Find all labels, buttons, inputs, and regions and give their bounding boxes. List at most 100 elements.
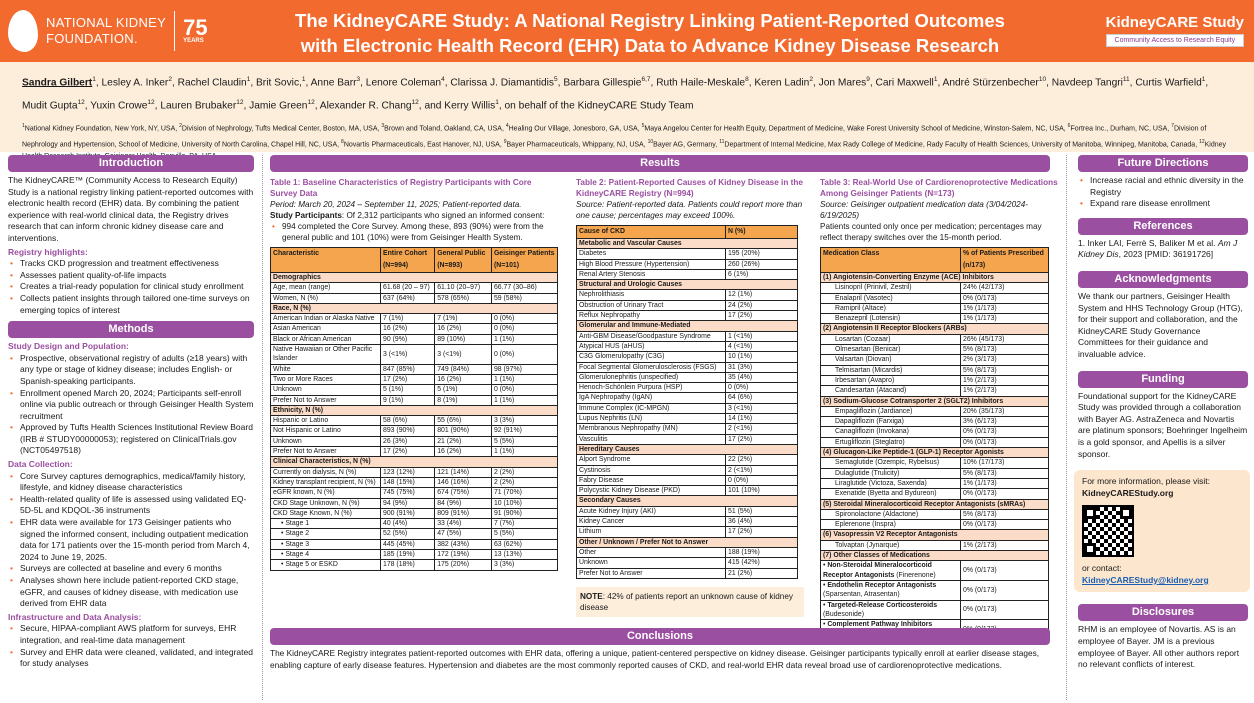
author-name: Sandra Gilbert xyxy=(22,77,93,89)
table1-block: Table 1: Baseline Characteristics of Reg… xyxy=(270,177,559,571)
methods-list: Prospective, observational registry of a… xyxy=(8,353,254,457)
row-label: Telmisartan (Micardis) xyxy=(820,364,961,376)
row-label: Nephrolithiasis xyxy=(576,289,726,301)
website-link[interactable]: KidneyCAREStudy.org xyxy=(1082,487,1174,498)
value-cell: 10 (1%) xyxy=(725,351,798,363)
bullet-item: Expand rare disease enrollment xyxy=(1078,198,1248,210)
table-row: • Stage 2 52 (5%) 47 (5%) 5 (5%) xyxy=(270,528,559,540)
value-cell: 0 (0%) xyxy=(725,382,798,394)
value-cell: 17 (2%) xyxy=(379,446,436,458)
author-affiliation-number: 6,7 xyxy=(641,76,651,83)
row-label: Kidney Cancer xyxy=(576,516,726,528)
value-cell: 36 (4%) xyxy=(725,516,798,528)
introduction-text: The KidneyCARE™ (Community Access to Res… xyxy=(8,175,254,243)
brand-subtitle: Community Access to Research Equity xyxy=(1105,34,1244,47)
table-row: Benazepril (Lotensin) 1% (1/173) xyxy=(820,313,1049,325)
value-cell: 175 (20%) xyxy=(434,559,492,571)
table-row: Two or More Races 17 (2%) 16 (2%) 1 (1%) xyxy=(270,373,559,386)
value-cell: 260 (26%) xyxy=(725,258,798,270)
value-cell: 22 (2%) xyxy=(725,454,798,466)
author-name: Clarissa J. Diamantidis xyxy=(450,77,555,89)
table-row: Semaglutide (Ozempic, Rybelsus) 10% (17/1… xyxy=(820,457,1049,469)
baseline-characteristics-table: Characteristic Entire Cohort (N=994) Gener… xyxy=(270,247,559,571)
author-affiliation-number: 1 xyxy=(92,76,96,83)
author-list: Sandra Gilbert1, Lesley A. Inker2, Rache… xyxy=(22,76,1209,112)
value-cell: 98 (97%) xyxy=(490,363,559,375)
value-cell: 1 (1%) xyxy=(490,446,559,458)
table-row: • Targeted-Release Corticosteroids (Bude… xyxy=(820,599,1049,621)
table2-note: NOTE: 42% of patients report an unknown … xyxy=(576,586,804,617)
reference-journal: Am J Kidney Dis xyxy=(1078,237,1238,260)
title-line-2: with Electronic Health Record (EHR) Data… xyxy=(300,35,1000,56)
author-affiliation-number: 4 xyxy=(441,76,445,83)
note-label: NOTE xyxy=(580,591,603,601)
author-name: Jon Mares xyxy=(818,77,867,89)
section-label: (3) Sodium-Glucose Cotransporter 2 (SGLT… xyxy=(820,395,1049,407)
author-affiliation-number: 1 xyxy=(1201,76,1206,83)
section-label: Structural and Urologic Causes xyxy=(576,279,798,291)
contact-email-link[interactable]: KidneyCAREStudy@kidney.org xyxy=(1082,574,1209,585)
row-label: Ertugliflozin (Steglatro) xyxy=(820,436,961,449)
column-header: Geisinger Patients (N=101) xyxy=(490,247,559,273)
row-label: Unknown xyxy=(270,435,381,448)
table-row: Native Hawaiian or Other Pacific Islande… xyxy=(270,344,559,365)
section-label: (4) Glucagon-Like Peptide-1 (GLP-1) Rece… xyxy=(820,447,1049,459)
table2-source: Source: Patient-reported data. Patients … xyxy=(576,200,803,220)
author-affiliation-number: 12 xyxy=(236,99,244,107)
value-cell: 59 (58%) xyxy=(490,292,559,304)
table-section-row: Demographics xyxy=(270,271,558,284)
bullet-item: Surveys are collected at baseline and ev… xyxy=(8,563,254,575)
row-label: Dapagliflozin (Farxiga) xyxy=(820,416,961,428)
bullet-item: Enrollment opened March 20, 2024; Partic… xyxy=(8,388,254,423)
kidney-logo-icon xyxy=(8,10,38,52)
nkf-logo: NATIONAL KIDNEY FOUNDATION. 75 YEARS xyxy=(8,10,208,52)
value-cell: 51 (5%) xyxy=(725,505,798,518)
author-name: Alexander R. Chang xyxy=(319,100,412,112)
value-cell: 2 (2%) xyxy=(490,476,559,489)
table-section-row: Glomerular and Immune-Mediated xyxy=(576,320,798,332)
author-name: Rachel Claudin xyxy=(177,77,247,89)
value-cell: 61.68 (20 – 97) xyxy=(379,282,436,294)
value-cell: 900 (91%) xyxy=(379,507,436,520)
value-cell: 1% (1/173) xyxy=(960,302,1049,315)
value-cell: 17 (2%) xyxy=(725,310,798,322)
bullet-item: Survey and EHR data were cleaned, valida… xyxy=(8,647,254,670)
author-name: Jamie Green xyxy=(249,100,308,112)
row-label: Prefer Not to Answer xyxy=(576,567,726,579)
column-header: Cause of CKD xyxy=(576,225,726,239)
author-name: Navdeep Tangri xyxy=(1051,77,1123,89)
affiliation-text: Maya Angelou Center for Health Equity, D… xyxy=(644,125,1064,133)
table-row: Eplerenone (Inspra) 0% (0/173) xyxy=(820,519,1049,531)
table-row: Spironolactone (Aldactone) 5% (8/173) xyxy=(820,508,1049,521)
acknowledgments-text: We thank our partners, Geisinger Health … xyxy=(1078,290,1243,359)
bullet-item: Secure, HIPAA-compliant AWS platform for… xyxy=(8,623,254,646)
methods-subheading: Study Design and Population: xyxy=(8,341,129,352)
value-cell: 0 (0%) xyxy=(490,313,559,325)
value-cell: 188 (19%) xyxy=(725,546,798,559)
authors-tail: , on behalf of the KidneyCARE Study Team xyxy=(498,100,694,112)
value-cell: 16 (2%) xyxy=(434,323,492,335)
title-line-1: The KidneyCARE Study: A National Registr… xyxy=(295,10,1005,31)
qr-code-icon[interactable] xyxy=(1082,505,1134,558)
row-label: Prefer Not to Answer xyxy=(270,446,381,458)
author-name: Lesley A. Inker xyxy=(101,77,169,89)
column-header: N (%) xyxy=(725,225,798,239)
value-cell: 20% (35/173) xyxy=(960,405,1049,418)
table-row: Empagliflozin (Jardiance) 20% (35/173) xyxy=(820,405,1049,418)
author-affiliation-number: 5 xyxy=(554,76,558,83)
value-cell: 64 (6%) xyxy=(725,392,798,404)
row-label: Enalapril (Vasotec) xyxy=(820,292,961,304)
value-cell: 17 (2%) xyxy=(725,433,798,445)
value-cell: 12 (1%) xyxy=(725,289,798,301)
value-cell: 0% (0/173) xyxy=(960,436,1049,449)
row-label: • Stage 2 xyxy=(270,528,381,540)
column-header: % of Patients Prescribed (n/173) xyxy=(960,247,1049,273)
author-name: Anne Barr xyxy=(310,77,357,89)
value-cell: 33 (4%) xyxy=(434,518,492,530)
value-cell: 90 (9%) xyxy=(379,333,436,346)
author-name: Ruth Haile-Meskale xyxy=(656,77,746,89)
right-column: Future Directions Increase racial and et… xyxy=(1074,155,1250,671)
value-cell: 58 (6%) xyxy=(379,415,436,427)
author-affiliation-number: 12 xyxy=(411,99,419,107)
row-label: Not Hispanic or Latino xyxy=(270,425,381,437)
